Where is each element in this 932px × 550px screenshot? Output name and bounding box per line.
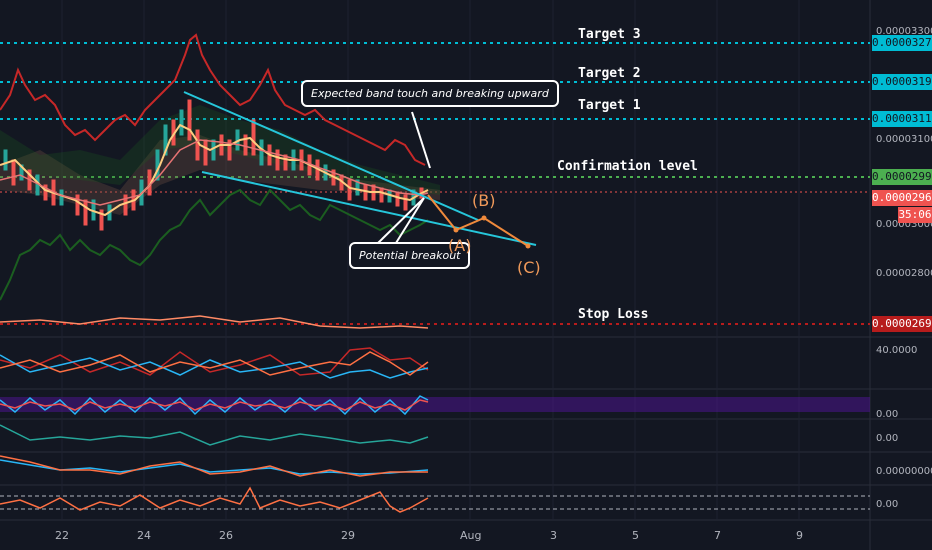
target3-label: Target 3 [578,27,641,42]
time-axis-label: 24 [137,529,151,542]
pane3-red [0,399,429,411]
confirmation-label: Confirmation level [557,159,698,174]
target3-price-tag: 0.00003277 [872,35,932,51]
wedge-upper [183,91,479,221]
time-axis-label: Aug [460,529,482,542]
target2-label: Target 2 [578,66,641,81]
time-axis-label: 9 [796,529,803,542]
wave-a-label: (A) [448,236,472,255]
wedge-lower [201,171,537,246]
volume-ma [0,315,429,329]
time-axis-label: 3 [550,529,557,542]
wave-c-label: (C) [517,258,541,277]
fast-ma [0,123,429,217]
time-axis-label: 26 [219,529,233,542]
pane2-blue [0,354,429,379]
wave-c-point [525,243,531,249]
time-axis-label: 5 [632,529,639,542]
pane2-axis-value: 40.0000 [876,345,918,356]
time-axis-label: 7 [714,529,721,542]
pane6-axis-value: 0.00 [876,499,899,510]
price-tick: 0.00002800 [876,268,932,279]
price-tick: 0.00003000 [876,219,932,230]
price-tick: 0.00003100 [876,134,932,145]
target1-price-tag: 0.00003115 [872,111,932,127]
wave-b-point [481,215,487,221]
pane2-orange [0,351,429,376]
time-axis-label: 22 [55,529,69,542]
current-price-tag: 0.00002967 [872,190,932,206]
rsi-band [0,397,870,412]
pane6-line [0,486,429,513]
confirmation-price-tag: 0.00002996 [872,169,932,185]
upper-band [0,33,426,166]
abc-projection [427,194,529,247]
target1-label: Target 1 [578,98,641,113]
band-touch-pointer [411,111,431,169]
wave-a-point [453,227,459,233]
breakout-pointer [377,197,425,244]
band-touch-callout[interactable]: Expected band touch and breaking upward [301,80,559,107]
pane4-axis-value: 0.00 [876,433,899,444]
pane3-axis-value: 0.00 [876,409,899,420]
breakout-callout[interactable]: Potential breakout [349,242,471,269]
lower-band [0,188,429,301]
pane2-red [0,347,429,376]
wave-b-label: (B) [472,191,496,210]
stop-loss-price-tag: 0.00002694 [872,316,932,332]
pane5-orange [0,455,428,477]
pane4-line [0,424,429,446]
stop-loss-label: Stop Loss [578,307,649,322]
slow-ma [0,139,429,206]
target2-price-tag: 0.00003193 [872,74,932,90]
price-tick: 0.00003300 [876,26,932,37]
time-axis-label: 29 [341,529,355,542]
countdown-tag: 35:06 [898,207,932,223]
pane5-blue [0,459,429,475]
pane5-axis-value: 0.00000000 [876,466,932,477]
